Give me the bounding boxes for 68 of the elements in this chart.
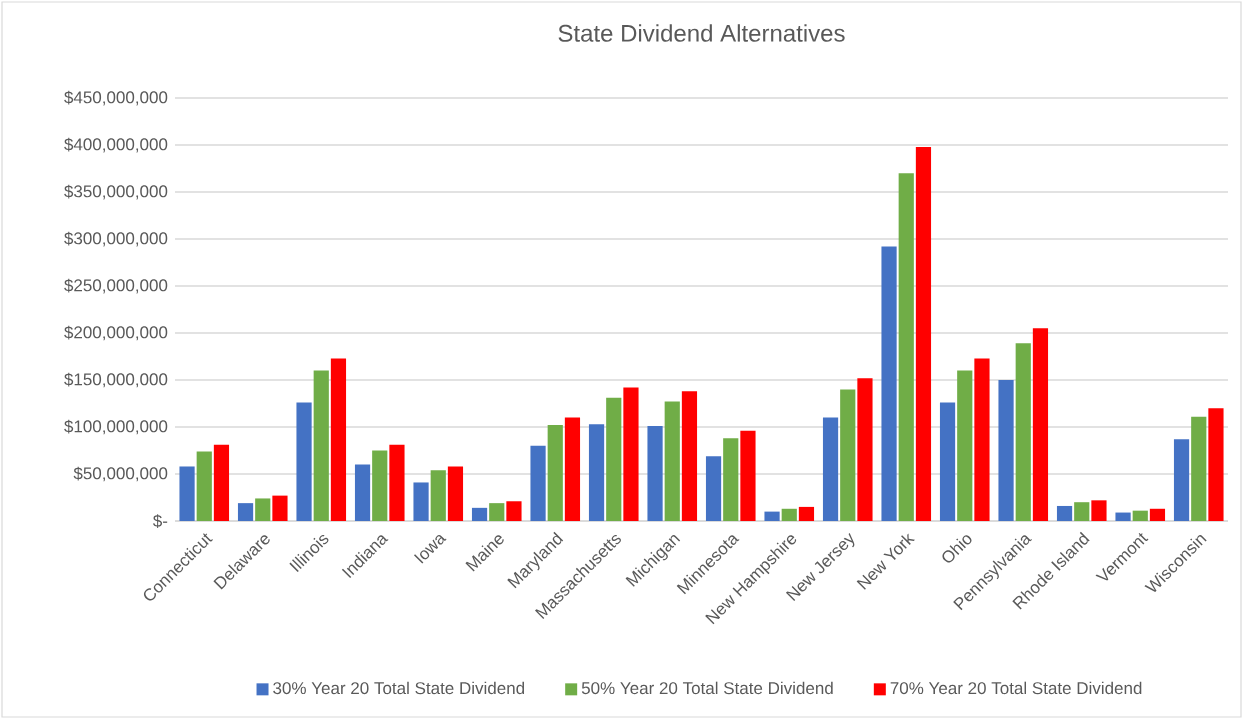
bar: [623, 387, 639, 521]
bar: [1191, 416, 1207, 521]
y-tick-label: $50,000,000: [73, 466, 168, 482]
bar: [1149, 508, 1166, 521]
bar: [723, 438, 739, 521]
chart-title: State Dividend Alternatives: [558, 24, 845, 42]
bar: [998, 380, 1014, 521]
bar: [447, 466, 464, 521]
bar: [564, 417, 581, 521]
bar: [1132, 510, 1148, 521]
bar: [798, 506, 815, 521]
bar: [764, 511, 780, 521]
bar: [1056, 505, 1073, 521]
bar: [647, 426, 663, 521]
bar: [413, 482, 429, 521]
bar: [471, 507, 488, 521]
bar: [974, 358, 990, 521]
bar: [389, 444, 405, 521]
bar: [296, 402, 312, 521]
bar: [1115, 512, 1131, 521]
y-tick-label: $150,000,000: [64, 372, 168, 388]
y-tick-label: $100,000,000: [64, 419, 168, 435]
bar: [1074, 502, 1090, 521]
bar: [1208, 408, 1224, 521]
bar: [915, 146, 932, 521]
legend-label: 50% Year 20 Total State Dividend: [581, 681, 833, 695]
bar: [822, 417, 839, 521]
bar: [547, 425, 563, 521]
bar: [681, 391, 698, 521]
bar: [372, 450, 388, 521]
bar: [857, 378, 873, 521]
bar: [489, 503, 505, 521]
bar: [1091, 500, 1107, 521]
bar: [957, 370, 973, 521]
bar: [530, 445, 546, 521]
bar: [664, 401, 680, 521]
bar: [740, 430, 756, 521]
bar: [196, 451, 212, 521]
bar: [272, 495, 288, 521]
bar: [939, 402, 956, 521]
bar: [255, 498, 271, 521]
bar: [1015, 343, 1031, 521]
y-tick-label: $200,000,000: [64, 325, 168, 341]
bar: [354, 464, 371, 521]
bar: [781, 508, 797, 521]
bar: [1173, 439, 1190, 521]
bar: [606, 397, 622, 521]
legend-label: 70% Year 20 Total State Dividend: [890, 681, 1142, 695]
bar: [430, 470, 446, 521]
y-tick-label: $350,000,000: [64, 184, 168, 200]
bar: [213, 444, 230, 521]
bar: [840, 389, 856, 521]
y-tick-label: $-: [153, 514, 168, 528]
bar: [881, 246, 897, 521]
bar: [705, 456, 722, 521]
bar: [588, 424, 605, 521]
bar: [330, 358, 347, 521]
y-tick-label: $400,000,000: [64, 137, 168, 153]
bar: [898, 173, 914, 521]
y-tick-label: $450,000,000: [64, 90, 168, 106]
bar: [237, 503, 254, 521]
y-tick-label: $300,000,000: [64, 231, 168, 247]
bar: [506, 501, 522, 521]
legend-label: 30% Year 20 Total State Dividend: [273, 681, 525, 695]
bar: [313, 370, 329, 521]
y-tick-label: $250,000,000: [64, 278, 168, 294]
bar: [179, 466, 195, 521]
bar: [1032, 328, 1049, 521]
